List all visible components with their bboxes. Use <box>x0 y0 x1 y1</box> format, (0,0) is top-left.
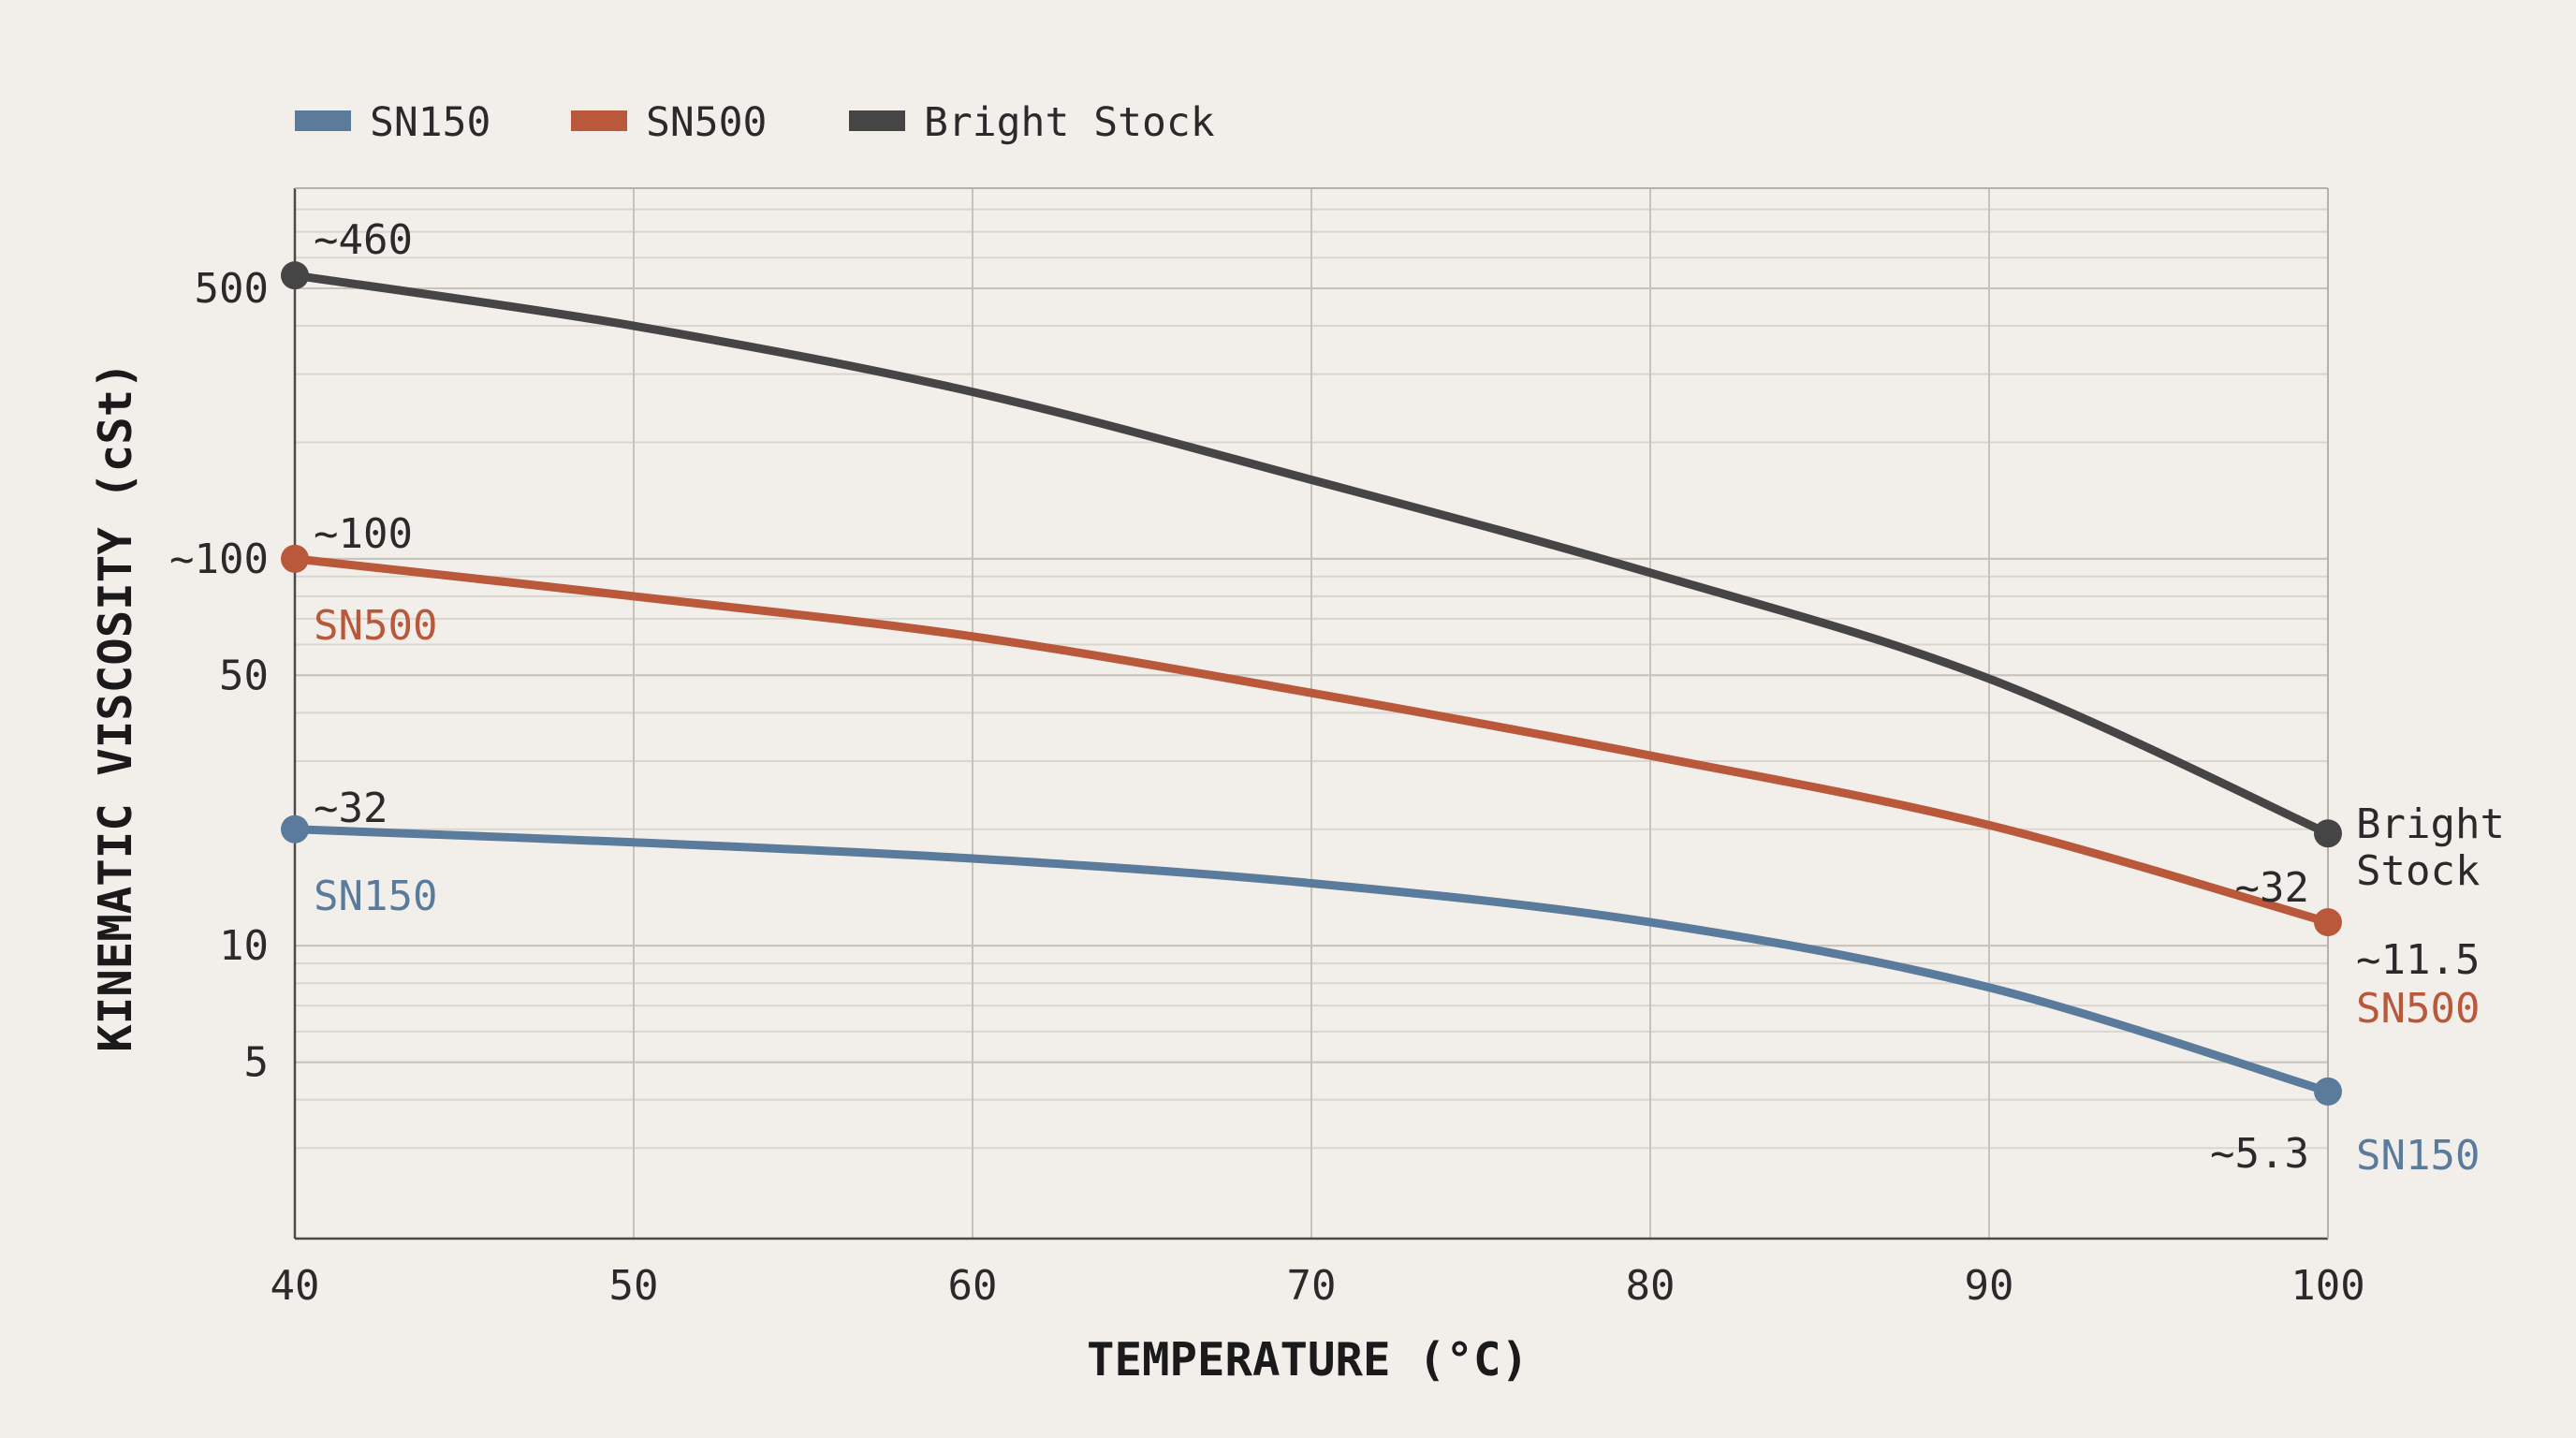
axes: 40 50 60 70 80 90 100 500 ~100 50 10 5 <box>169 187 2365 1310</box>
annotation-sn150-end: ~5.3 <box>2210 1130 2309 1178</box>
x-tick-label: 90 <box>1965 1262 2014 1310</box>
series-line-sn500 <box>290 554 2333 927</box>
x-tick-label: 70 <box>1287 1262 1337 1310</box>
legend-label-bright-stock: Bright Stock <box>924 99 1215 146</box>
y-tick-label: 500 <box>195 265 269 313</box>
y-tick-label: ~100 <box>169 536 269 583</box>
series-labels: ~460 ~100 SN500 ~32 SN150 Bright Stock ~32 ~11.5… <box>314 216 2505 1180</box>
label-sn500-end: SN500 <box>2356 985 2480 1033</box>
annotation-sn500-end: ~11.5 <box>2356 936 2480 984</box>
y-tick-label: 10 <box>219 922 269 970</box>
series-line-bright-stock <box>290 271 2333 838</box>
data-point-sn150-end <box>2314 1077 2342 1106</box>
x-tick-label: 50 <box>609 1262 659 1310</box>
y-axis-title: KINEMATIC VISCOSITY (cSt) <box>89 361 142 1052</box>
x-tick-label: 60 <box>948 1262 998 1310</box>
series-line-sn150 <box>290 825 2333 1096</box>
data-point-sn150-start <box>281 814 309 844</box>
annotation-bright-stock-start: ~460 <box>314 216 413 264</box>
series-group <box>281 261 2342 1106</box>
label-sn500-start: SN500 <box>314 602 437 650</box>
legend-swatch-sn150 <box>295 110 351 131</box>
label-sn150-start: SN150 <box>314 873 437 920</box>
data-point-bright-stock-end <box>2314 819 2342 848</box>
y-tick-label: 5 <box>244 1039 270 1087</box>
x-tick-label: 40 <box>271 1262 320 1310</box>
legend-label-sn150: SN150 <box>370 99 490 146</box>
legend-swatch-bright-stock <box>849 110 905 131</box>
x-tick-label: 80 <box>1626 1262 1676 1310</box>
annotation-bright-stock-end: ~32 <box>2235 864 2309 912</box>
data-point-sn500-end <box>2314 908 2342 937</box>
label-bright-stock-end: Bright Stock <box>2356 800 2505 895</box>
legend-label-sn500: SN500 <box>646 99 767 146</box>
x-axis-title: TEMPERATURE (°C) <box>1087 1333 1529 1387</box>
annotation-sn500-start: ~100 <box>314 510 413 558</box>
annotation-sn150-start: ~32 <box>314 785 388 832</box>
legend-swatch-sn500 <box>571 110 627 131</box>
y-tick-label: 50 <box>219 652 269 699</box>
legend: SN150 SN500 Bright Stock <box>295 99 1215 146</box>
x-tick-label: 100 <box>2291 1262 2364 1310</box>
data-point-sn500-start <box>281 544 309 573</box>
label-sn150-end: SN150 <box>2356 1132 2480 1180</box>
data-point-bright-stock-start <box>281 261 309 290</box>
